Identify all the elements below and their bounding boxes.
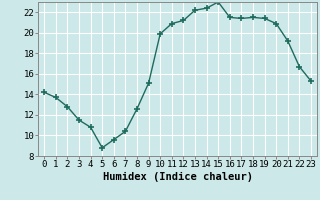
- X-axis label: Humidex (Indice chaleur): Humidex (Indice chaleur): [103, 172, 252, 182]
